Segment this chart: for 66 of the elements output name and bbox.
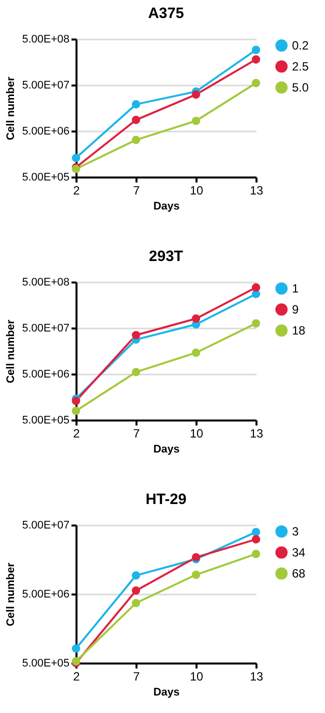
point (192, 570, 200, 579)
y-tick-label: 5.00E+06 (22, 126, 70, 138)
legend-label: 9 (292, 302, 299, 316)
legend-label: 68 (292, 566, 306, 580)
x-tick-label: 2 (73, 670, 80, 684)
x-axis-title: Days (153, 200, 180, 212)
point (132, 100, 140, 109)
x-tick-label: 2 (73, 184, 80, 198)
x-tick-label: 13 (250, 426, 264, 440)
point (132, 368, 140, 376)
point (252, 528, 260, 536)
point (132, 116, 140, 124)
chart-title: A375 (148, 5, 184, 22)
chart-title: 293T (148, 248, 184, 265)
x-axis-title: Days (153, 686, 180, 698)
point (72, 396, 80, 406)
point (72, 154, 80, 162)
y-tick-label: 5.00E+06 (22, 588, 70, 600)
x-tick-label: 7 (133, 670, 140, 684)
legend-label: 0.2 (292, 38, 310, 52)
y-axis-title: Cell number (5, 562, 18, 626)
y-tick-label: 5.00E+07 (22, 80, 70, 92)
x-tick-label: 13 (250, 184, 264, 198)
legend-label: 3 (292, 524, 299, 538)
point (252, 319, 260, 328)
legend-label: 5.0 (292, 80, 310, 94)
legend-label: 1 (292, 282, 299, 296)
y-axis-title: Cell number (5, 319, 18, 384)
point (252, 535, 260, 544)
point (252, 55, 260, 64)
point (252, 78, 260, 88)
x-tick-label: 2 (73, 426, 80, 440)
x-tick-label: 10 (190, 670, 204, 684)
y-tick-label: 5.00E+08 (22, 276, 70, 288)
point (192, 116, 200, 126)
x-tick-label: 7 (133, 184, 140, 198)
y-tick-label: 5.00E+05 (22, 414, 70, 426)
legend-label: 2.5 (292, 60, 310, 74)
point (72, 406, 80, 416)
x-axis-title: Days (153, 444, 180, 456)
legend-label: 18 (292, 324, 306, 338)
y-tick-label: 5.00E+05 (22, 172, 70, 184)
point (252, 550, 260, 558)
x-tick-label: 10 (190, 184, 204, 198)
point (192, 90, 200, 99)
y-tick-label: 5.00E+07 (22, 520, 70, 532)
x-tick-label: 13 (250, 670, 264, 684)
point (192, 348, 200, 357)
point (252, 46, 260, 54)
point (132, 571, 140, 580)
point (192, 314, 200, 323)
point (252, 283, 260, 292)
point (72, 644, 80, 653)
point (132, 330, 140, 340)
chart-title: HT-29 (146, 491, 186, 508)
point (132, 586, 140, 595)
y-tick-label: 5.00E+08 (22, 34, 70, 46)
y-tick-label: 5.00E+05 (22, 658, 70, 670)
x-tick-label: 10 (190, 426, 204, 440)
y-tick-label: 5.00E+07 (22, 322, 70, 334)
y-tick-label: 5.00E+06 (22, 368, 70, 380)
point (132, 136, 140, 144)
y-axis-title: Cell number (5, 76, 18, 140)
legend-label: 34 (292, 546, 306, 560)
point (132, 598, 140, 608)
x-tick-label: 7 (133, 426, 140, 440)
